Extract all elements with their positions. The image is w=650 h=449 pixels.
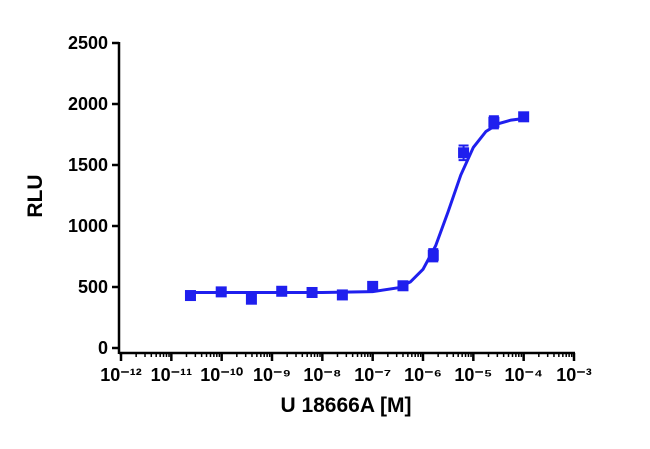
data-point [397,280,409,292]
x-tick-label: 10⁻⁸ [303,365,341,385]
x-tick-label: 10⁻¹² [100,365,142,385]
y-tick-label: 1000 [68,216,108,236]
y-axis-label: RLU [24,174,47,217]
x-axis-label: U 18666A [M] [280,394,411,417]
y-tick-label: 1500 [68,155,108,175]
x-tick-label: 10⁻⁷ [354,365,391,385]
y-tick-label: 500 [78,277,108,297]
data-point [306,286,318,298]
x-tick-label: 10⁻⁵ [454,365,492,385]
x-tick-label: 10⁻¹⁰ [200,365,243,385]
y-tick-label: 0 [98,338,108,358]
y-tick-label: 2000 [68,94,108,114]
data-point [215,286,227,298]
x-tick-label: 10⁻⁶ [404,365,442,385]
y-tick-label: 2500 [68,33,108,53]
x-tick-label: 10⁻⁹ [253,365,291,385]
x-tick-label: 10⁻¹¹ [151,365,193,385]
data-point [336,289,348,301]
data-point [276,285,288,297]
data-point [518,111,530,123]
fit-curve [190,117,524,294]
data-point [184,290,196,302]
data-point [245,293,257,305]
x-tick-label: 10⁻⁴ [504,365,542,385]
data-point [488,116,500,128]
data-point [458,147,470,159]
x-tick-label: 10⁻³ [556,365,592,385]
data-point [427,249,439,261]
data-point [367,280,379,292]
